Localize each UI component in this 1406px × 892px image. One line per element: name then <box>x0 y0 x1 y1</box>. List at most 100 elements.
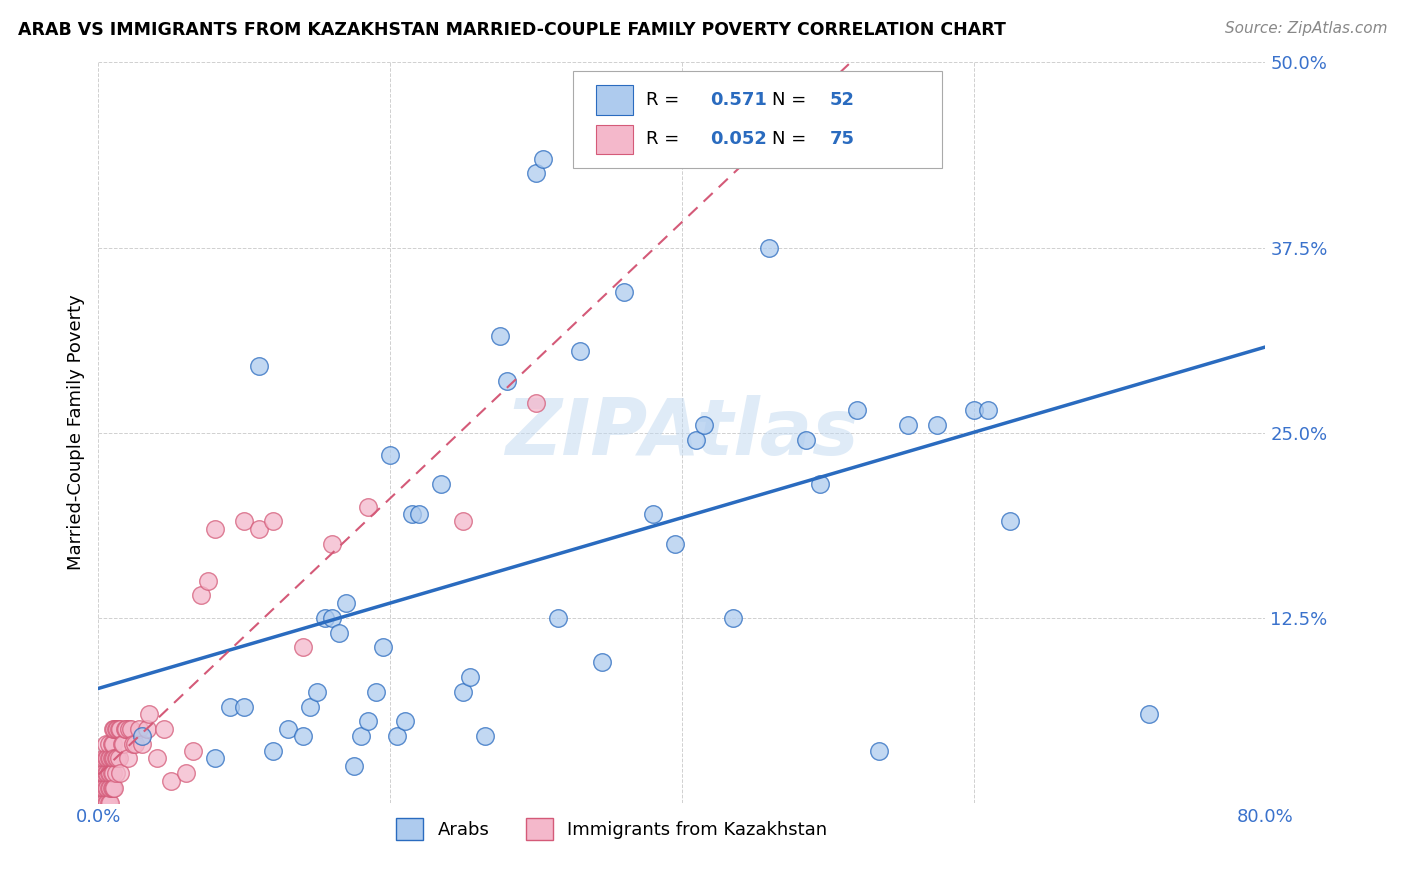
Point <box>364 685 387 699</box>
Point <box>197 574 219 588</box>
Point <box>117 751 139 765</box>
Point <box>115 722 138 736</box>
Point <box>401 507 423 521</box>
Point <box>97 796 120 810</box>
Point <box>114 722 136 736</box>
Point <box>721 610 744 624</box>
Point <box>131 737 153 751</box>
Point <box>693 418 716 433</box>
Point <box>93 766 115 780</box>
Point <box>531 152 554 166</box>
Point <box>247 359 270 373</box>
Point <box>100 766 122 780</box>
Point <box>524 166 547 180</box>
Point <box>96 751 118 765</box>
Point <box>612 285 634 299</box>
Point <box>794 433 817 447</box>
FancyBboxPatch shape <box>596 125 633 154</box>
Point <box>233 515 256 529</box>
Point <box>97 737 120 751</box>
Point <box>962 403 984 417</box>
Point <box>488 329 510 343</box>
Point <box>122 737 145 751</box>
Point <box>204 522 226 536</box>
Point <box>131 729 153 743</box>
Point <box>380 448 402 462</box>
Point <box>810 477 832 491</box>
Point <box>233 699 256 714</box>
Point <box>98 766 121 780</box>
Point <box>118 722 141 736</box>
Point <box>110 722 132 736</box>
Point <box>977 403 1000 417</box>
Point <box>174 766 197 780</box>
Point <box>262 515 284 529</box>
Point <box>110 766 132 780</box>
Point <box>314 610 336 624</box>
Point <box>105 722 128 736</box>
Point <box>568 344 591 359</box>
Point <box>343 758 366 772</box>
Point <box>101 780 124 795</box>
Point <box>94 796 117 810</box>
Point <box>1137 706 1160 721</box>
Point <box>451 685 474 699</box>
FancyBboxPatch shape <box>596 86 633 115</box>
Point <box>408 507 430 521</box>
Point <box>146 751 169 765</box>
Point <box>108 722 131 736</box>
Point <box>96 766 118 780</box>
Y-axis label: Married-Couple Family Poverty: Married-Couple Family Poverty <box>66 294 84 571</box>
Point <box>94 780 117 795</box>
Point <box>98 796 121 810</box>
Point <box>101 722 124 736</box>
Point <box>664 536 686 550</box>
Point <box>124 737 146 751</box>
Text: R =: R = <box>645 130 679 148</box>
Point <box>91 796 114 810</box>
Text: 52: 52 <box>830 91 855 109</box>
Text: N =: N = <box>772 91 806 109</box>
Point <box>128 722 150 736</box>
Point <box>101 766 124 780</box>
Text: 0.052: 0.052 <box>710 130 766 148</box>
Point <box>103 722 125 736</box>
Point <box>112 737 135 751</box>
Point <box>298 699 321 714</box>
Point <box>357 714 380 729</box>
Point <box>897 418 920 433</box>
Point <box>262 744 284 758</box>
Point <box>474 729 496 743</box>
Point <box>93 796 115 810</box>
Point <box>138 706 160 721</box>
Point <box>460 670 482 684</box>
Point <box>98 780 121 795</box>
Point <box>96 780 118 795</box>
Point <box>97 751 120 765</box>
Point <box>181 744 204 758</box>
Text: ARAB VS IMMIGRANTS FROM KAZAKHSTAN MARRIED-COUPLE FAMILY POVERTY CORRELATION CHA: ARAB VS IMMIGRANTS FROM KAZAKHSTAN MARRI… <box>18 21 1007 38</box>
Point <box>103 780 125 795</box>
Point <box>190 589 212 603</box>
Point <box>758 240 780 255</box>
Point <box>91 780 114 795</box>
Point <box>204 751 226 765</box>
Point <box>120 722 142 736</box>
Point <box>94 751 117 765</box>
Point <box>104 766 127 780</box>
Point <box>547 610 569 624</box>
Point <box>91 766 114 780</box>
Point <box>96 796 118 810</box>
Point <box>160 773 183 788</box>
Point <box>451 515 474 529</box>
Point <box>104 722 127 736</box>
Point <box>135 722 157 736</box>
Point <box>111 737 134 751</box>
Point <box>218 699 240 714</box>
Point <box>100 780 122 795</box>
Point <box>357 500 380 514</box>
Point <box>328 625 350 640</box>
Point <box>97 766 120 780</box>
Point <box>105 751 128 765</box>
Point <box>100 737 122 751</box>
